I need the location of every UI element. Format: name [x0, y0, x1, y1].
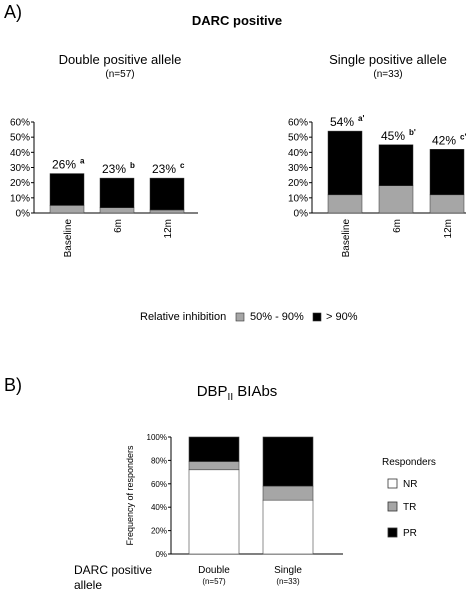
left-y-tick-label: 40% — [10, 148, 30, 159]
panel-a-label: A) — [4, 2, 22, 22]
legend-label-strong: > 90% — [326, 311, 358, 323]
legend-title: Relative inhibition — [140, 311, 226, 323]
right-data-label-superscript: a' — [358, 114, 364, 123]
b-legend-swatch-pr — [387, 527, 398, 538]
right-bar-partial — [378, 185, 414, 214]
right-bar-strong — [378, 144, 414, 186]
legend-swatch-partial — [235, 312, 245, 322]
left-data-label-superscript: c — [180, 161, 185, 170]
left-y-tick-label: 60% — [10, 118, 30, 129]
right-data-label: 45% — [381, 129, 405, 143]
panel-b-title: DBPII BIAbs — [0, 383, 474, 403]
b-legend-swatch-tr — [387, 501, 398, 512]
right-y-tick-label: 50% — [288, 133, 308, 144]
left-x-tick-label: 6m — [113, 219, 124, 233]
b-bar-nr — [262, 499, 314, 555]
left-y-tick-label: 10% — [10, 193, 30, 204]
right-y-tick-label: 40% — [288, 148, 308, 159]
panel-b-label: B) — [4, 375, 22, 395]
right-bar-strong — [429, 149, 465, 196]
left-data-label: 23% — [102, 162, 126, 176]
b-bar-nr — [188, 469, 240, 555]
b-legend-label-nr: NR — [403, 479, 417, 490]
right-y-tick-label: 0% — [294, 209, 309, 220]
b-y-tick-label: 20% — [151, 527, 167, 536]
b-legend-swatch-nr — [387, 478, 398, 489]
b-bar-tr — [188, 461, 240, 471]
left-bar-partial — [49, 205, 85, 214]
left-bar-strong — [99, 177, 135, 208]
left-chart-subtitle: (n=57) — [105, 69, 135, 80]
legend-swatch-strong — [312, 312, 322, 322]
left-y-tick-label: 30% — [10, 163, 30, 174]
b-y-tick-label: 0% — [155, 550, 167, 559]
b-x-tick-n: (n=33) — [276, 577, 300, 586]
b-x-tick-label: Double — [198, 565, 230, 576]
b-x-tick-n: (n=57) — [202, 577, 226, 586]
b-legend-title: Responders — [382, 457, 436, 468]
right-x-tick-label: 6m — [392, 219, 403, 233]
left-data-label: 26% — [52, 158, 76, 172]
b-y-tick-label: 80% — [151, 456, 167, 465]
right-y-tick-label: 20% — [288, 178, 308, 189]
b-legend-label-tr: TR — [403, 502, 416, 513]
left-x-tick-label: Baseline — [63, 219, 74, 258]
b-y-tick-label: 60% — [151, 480, 167, 489]
legend-label-partial: 50% - 90% — [250, 311, 304, 323]
left-data-label-superscript: b — [130, 161, 135, 170]
right-y-tick-label: 60% — [288, 118, 308, 129]
b-x-tick-label: Single — [274, 565, 302, 576]
right-y-tick-label: 10% — [288, 193, 308, 204]
left-data-label: 23% — [152, 162, 176, 176]
left-bar-strong — [149, 177, 185, 211]
b-bar-pr — [188, 436, 240, 462]
panel-b-title-main: DBP — [196, 383, 228, 400]
left-bar-partial — [149, 209, 185, 214]
left-x-tick-label: 12m — [163, 219, 174, 238]
b-y-axis-label: Frequency of responders — [125, 445, 135, 546]
panel-a-title: DARC positive — [191, 13, 283, 28]
right-bar-strong — [327, 130, 363, 196]
left-chart-title: Double positive allele — [58, 52, 182, 67]
right-x-tick-label: 12m — [443, 219, 454, 238]
right-chart-subtitle: (n=33) — [373, 69, 403, 80]
right-data-label-superscript: b' — [409, 128, 416, 137]
right-x-tick-label: Baseline — [341, 219, 352, 258]
left-bar-strong — [49, 173, 85, 206]
b-y-tick-label: 40% — [151, 503, 167, 512]
panel-b-title-rest: BIAbs — [233, 383, 278, 400]
row-label-line1: DARC positive — [74, 563, 153, 577]
b-y-tick-label: 100% — [147, 433, 167, 442]
panel-b-title-sub: II — [227, 392, 234, 403]
right-y-tick-label: 30% — [288, 163, 308, 174]
left-y-tick-label: 50% — [10, 133, 30, 144]
b-bar-pr — [262, 436, 314, 487]
right-chart-title: Single positive allele — [329, 52, 447, 67]
left-bar-partial — [99, 207, 135, 214]
left-data-label-superscript: a — [80, 157, 85, 166]
b-bar-tr — [262, 485, 314, 501]
right-bar-partial — [327, 194, 363, 214]
right-data-label: 54% — [330, 115, 354, 129]
left-y-tick-label: 20% — [10, 178, 30, 189]
left-y-tick-label: 0% — [16, 209, 31, 220]
b-legend-label-pr: PR — [403, 528, 417, 539]
right-data-label-superscript: c' — [460, 132, 466, 141]
right-bar-partial — [429, 194, 465, 214]
right-data-label: 42% — [432, 133, 456, 147]
